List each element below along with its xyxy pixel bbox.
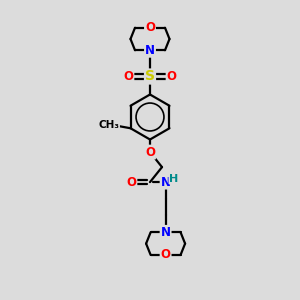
Text: CH₃: CH₃: [98, 120, 119, 130]
Text: O: O: [123, 70, 134, 83]
Text: O: O: [160, 248, 171, 261]
Text: S: S: [145, 70, 155, 83]
Text: O: O: [145, 146, 155, 159]
Text: O: O: [126, 176, 136, 189]
Text: N: N: [160, 226, 171, 239]
Text: O: O: [167, 70, 177, 83]
Text: N: N: [160, 176, 171, 189]
Text: O: O: [145, 21, 155, 34]
Text: H: H: [169, 173, 178, 184]
Text: N: N: [145, 44, 155, 57]
